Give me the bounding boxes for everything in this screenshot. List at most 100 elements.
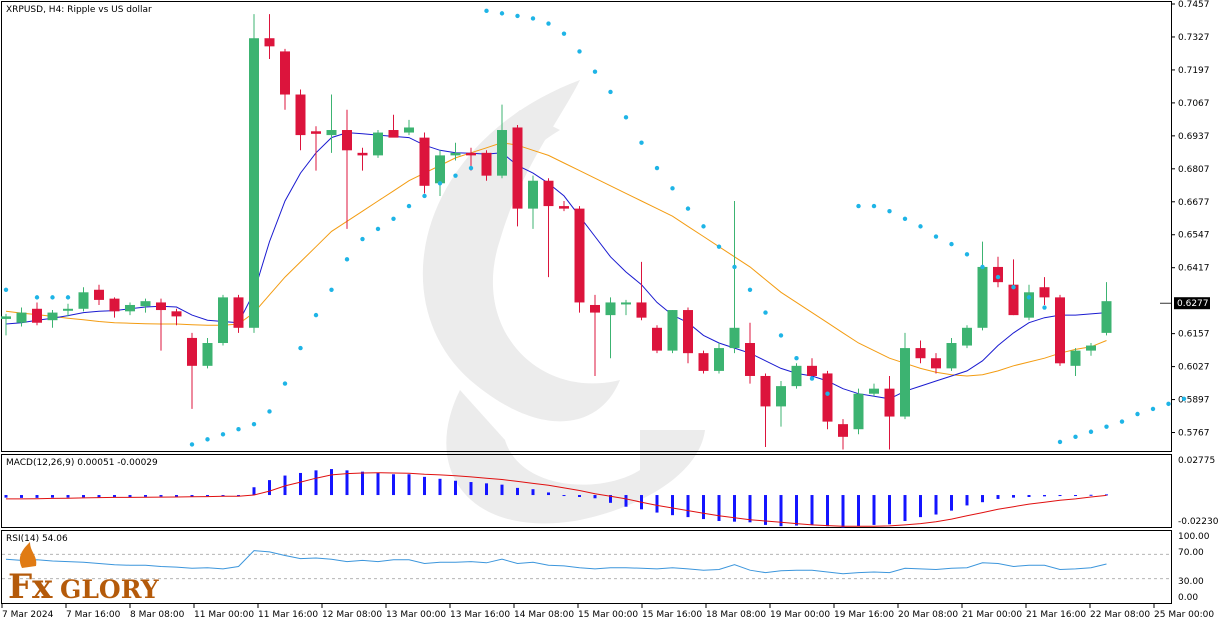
parabolic-sar-dot xyxy=(282,381,288,386)
candle xyxy=(869,383,879,397)
rsi-level-0: 0.00 xyxy=(1178,593,1198,603)
candle-body xyxy=(977,266,988,328)
candle-body xyxy=(109,298,120,312)
macd-histogram-bar xyxy=(795,495,798,526)
time-axis-label: 19 Mar 16:00 xyxy=(834,610,894,620)
price-axis-label: 0.6807 xyxy=(1178,165,1210,175)
rsi-label: RSI(14) 54.06 xyxy=(6,534,68,544)
fxglory-logo: Fx GLORY xyxy=(8,542,160,607)
time-axis-label: 20 Mar 08:00 xyxy=(898,610,958,620)
macd-histogram-bar xyxy=(438,478,442,496)
macd-histogram-bar xyxy=(1074,495,1077,497)
parabolic-sar-dot xyxy=(654,165,660,171)
candle-body xyxy=(311,131,321,134)
candle xyxy=(311,126,321,171)
candle-body xyxy=(1024,292,1034,318)
candle xyxy=(295,89,306,151)
candle xyxy=(497,104,507,179)
macd-histogram-bar xyxy=(221,495,225,497)
time-axis-label: 12 Mar 08:00 xyxy=(322,610,382,620)
macd-histogram-bar xyxy=(547,492,550,496)
time-axis-label: 22 Mar 08:00 xyxy=(1090,610,1150,620)
candle xyxy=(187,332,197,409)
macd-histogram-bar xyxy=(671,495,674,516)
parabolic-sar-dot xyxy=(825,391,830,396)
parabolic-sar-dot xyxy=(561,31,567,36)
candle-body xyxy=(404,127,414,133)
candle-body xyxy=(698,353,709,371)
candle-body xyxy=(1101,301,1112,333)
candle xyxy=(853,388,864,435)
candle-body xyxy=(962,327,972,346)
candle-body xyxy=(357,152,368,156)
candle xyxy=(652,325,662,354)
candle xyxy=(807,358,817,376)
macd-histogram-bar xyxy=(469,482,473,496)
candle xyxy=(931,353,941,374)
macd-histogram-bar xyxy=(206,495,209,497)
candle xyxy=(621,299,631,316)
candle xyxy=(342,109,352,229)
parabolic-sar-dot xyxy=(623,115,629,120)
macd-histogram-bar xyxy=(82,495,85,498)
macd-histogram-bar xyxy=(717,495,721,522)
candle-body xyxy=(373,132,383,156)
candle-body xyxy=(869,388,879,394)
parabolic-sar-dot xyxy=(515,13,520,19)
macd-histogram-bar xyxy=(779,495,783,527)
parabolic-sar-dot xyxy=(995,274,1001,280)
candle xyxy=(776,381,786,427)
parabolic-sar-dot xyxy=(298,345,303,351)
candle-body xyxy=(1055,297,1065,364)
logo-fx-text: Fx xyxy=(8,567,53,607)
candle-body xyxy=(574,208,585,303)
candle xyxy=(636,261,647,321)
parabolic-sar-dot xyxy=(1150,406,1156,412)
parabolic-sar-dot xyxy=(267,409,272,414)
candle-body xyxy=(435,155,445,184)
macd-histogram-bar xyxy=(35,495,39,498)
macd-histogram-bar xyxy=(1043,495,1046,497)
parabolic-sar-dot xyxy=(422,193,427,199)
rsi-line xyxy=(5,550,1107,575)
macd-histogram-bar xyxy=(733,495,736,522)
candle-body xyxy=(1039,287,1050,298)
candle xyxy=(109,297,120,318)
candle-body xyxy=(466,152,476,156)
candle-body xyxy=(202,343,213,366)
candle-body xyxy=(1070,350,1081,366)
candle xyxy=(32,302,42,326)
parabolic-sar-dot xyxy=(778,333,784,338)
parabolic-sar-dot xyxy=(701,224,706,229)
logo-glory-text: GLORY xyxy=(60,575,160,604)
candle-body xyxy=(605,302,616,316)
macd-histogram-bar xyxy=(516,487,519,496)
macd-histogram-bar xyxy=(97,495,101,498)
candle-body xyxy=(171,311,182,317)
parabolic-sar-dot xyxy=(360,236,365,242)
parabolic-sar-dot xyxy=(1135,411,1140,417)
macd-histogram-bar xyxy=(237,495,240,497)
candle xyxy=(1086,343,1096,356)
candle xyxy=(822,370,833,430)
time-axis-label: 13 Mar 16:00 xyxy=(450,610,510,620)
parabolic-sar-dot xyxy=(468,165,474,171)
candle xyxy=(667,310,678,354)
candle xyxy=(900,332,910,420)
candle xyxy=(574,206,585,313)
price-axis-label: 0.7457 xyxy=(1178,0,1210,10)
candle xyxy=(218,294,228,346)
parabolic-sar-dot xyxy=(685,206,691,211)
price-axis-label: 0.7067 xyxy=(1178,99,1210,109)
candle-body xyxy=(218,297,228,344)
candle-body xyxy=(636,302,647,318)
candle-body xyxy=(1008,284,1019,316)
parabolic-sar-dot xyxy=(406,203,412,209)
macd-histogram-bar xyxy=(423,476,426,496)
parabolic-sar-dot xyxy=(809,376,815,381)
parabolic-sar-dot xyxy=(856,203,861,209)
candle-body xyxy=(125,304,135,312)
time-axis-label: 11 Mar 00:00 xyxy=(194,610,254,620)
macd-histogram-bar xyxy=(841,495,845,528)
